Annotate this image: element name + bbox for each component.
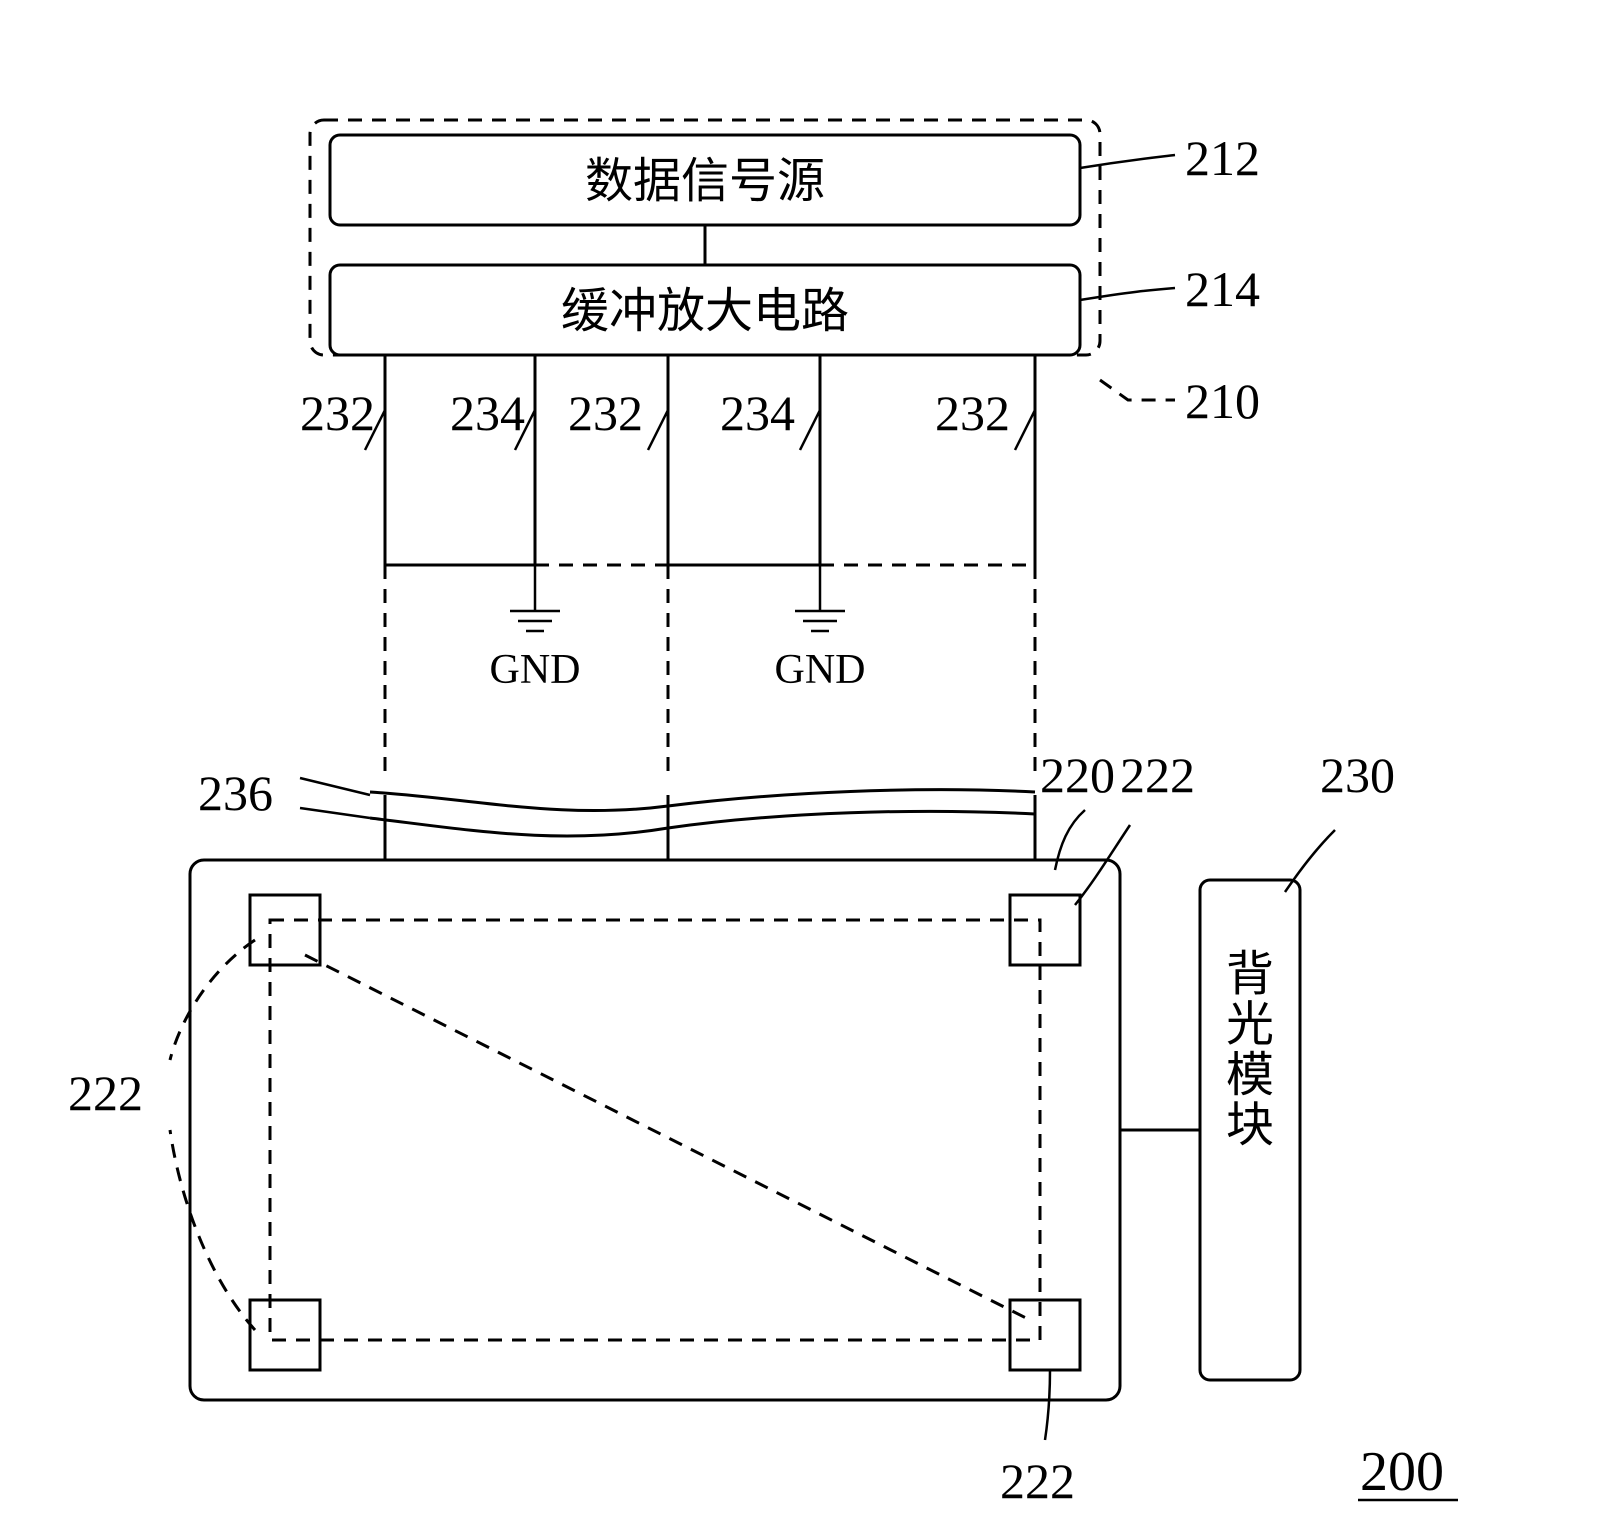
ref-234b-lead xyxy=(800,410,820,450)
ref-232a-num: 232 xyxy=(300,385,375,441)
ref-234a-num: 234 xyxy=(450,385,525,441)
ref-236-lead1 xyxy=(300,778,370,795)
ref-210-num: 210 xyxy=(1185,373,1260,429)
ref-230-lead xyxy=(1285,830,1335,892)
ref-234b-num: 234 xyxy=(720,385,795,441)
corner-222-3 xyxy=(1010,1300,1080,1370)
ref-214-lead xyxy=(1080,288,1175,300)
ref-232b-num: 232 xyxy=(568,385,643,441)
cable-236-bot xyxy=(370,811,1035,836)
corner-222-0 xyxy=(250,895,320,965)
ref-236-lead2 xyxy=(300,808,370,818)
ref-212-num: 212 xyxy=(1185,130,1260,186)
patent-diagram: 数据信号源缓冲放大电路 GND GND 背光模块 212 214 210 232 234 232 2… xyxy=(0,0,1600,1533)
ref-222-tr-lead xyxy=(1075,825,1130,905)
ref-214-num: 214 xyxy=(1185,261,1260,317)
ref-222-l-num: 222 xyxy=(68,1065,143,1121)
ref-222-l-top xyxy=(170,940,255,1060)
ref-222-br-lead xyxy=(1045,1370,1050,1440)
ref-232b-lead xyxy=(648,410,668,450)
ref-210-lead xyxy=(1100,380,1175,400)
ref-230-num: 230 xyxy=(1320,747,1395,803)
panel-diag xyxy=(305,955,1030,1320)
gnd-text-0: GND xyxy=(490,647,581,693)
ref-220-num: 220 xyxy=(1040,747,1115,803)
cable-236-top xyxy=(370,790,1035,811)
corner-222-1 xyxy=(1010,895,1080,965)
gnd-text-1: GND xyxy=(775,647,866,693)
label-214: 缓冲放大电路 xyxy=(561,285,849,338)
ref-222-l-bot xyxy=(170,1130,255,1330)
ref-212-lead xyxy=(1080,155,1175,168)
ref-222-tr-num: 222 xyxy=(1120,747,1195,803)
figure-number: 200 xyxy=(1360,1441,1444,1503)
ref-232c-lead xyxy=(1015,410,1035,450)
label-212: 数据信号源 xyxy=(585,155,825,208)
ref-222-br-num: 222 xyxy=(1000,1453,1075,1509)
corner-222-2 xyxy=(250,1300,320,1370)
ref-232c-num: 232 xyxy=(935,385,1010,441)
label-230: 背光模块 xyxy=(1226,948,1274,1152)
ref-236-num: 236 xyxy=(198,765,273,821)
